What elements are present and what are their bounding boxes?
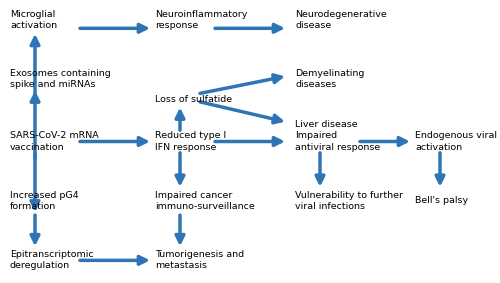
Text: SARS-CoV-2 mRNA
vaccination: SARS-CoV-2 mRNA vaccination (10, 131, 99, 152)
Text: Loss of sulfatide: Loss of sulfatide (155, 95, 232, 104)
Text: Impaired
antiviral response: Impaired antiviral response (295, 131, 380, 152)
Text: Demyelinating
diseases: Demyelinating diseases (295, 69, 364, 89)
Text: Tumorigenesis and
metastasis: Tumorigenesis and metastasis (155, 250, 244, 271)
Text: Impaired cancer
immuno-surveillance: Impaired cancer immuno-surveillance (155, 191, 255, 211)
Text: Endogenous viral
activation: Endogenous viral activation (415, 131, 497, 152)
Text: Neurodegenerative
disease: Neurodegenerative disease (295, 10, 387, 30)
Text: Exosomes containing
spike and miRNAs: Exosomes containing spike and miRNAs (10, 69, 111, 89)
Text: Bell's palsy: Bell's palsy (415, 196, 468, 205)
Text: Vulnerability to further
viral infections: Vulnerability to further viral infection… (295, 191, 403, 211)
Text: Epitranscriptomic
deregulation: Epitranscriptomic deregulation (10, 250, 94, 271)
Text: Increased pG4
formation: Increased pG4 formation (10, 191, 78, 211)
Text: Microglial
activation: Microglial activation (10, 10, 57, 30)
Text: Reduced type I
IFN response: Reduced type I IFN response (155, 131, 226, 152)
Text: Neuroinflammatory
response: Neuroinflammatory response (155, 10, 248, 30)
Text: Liver disease: Liver disease (295, 120, 358, 129)
